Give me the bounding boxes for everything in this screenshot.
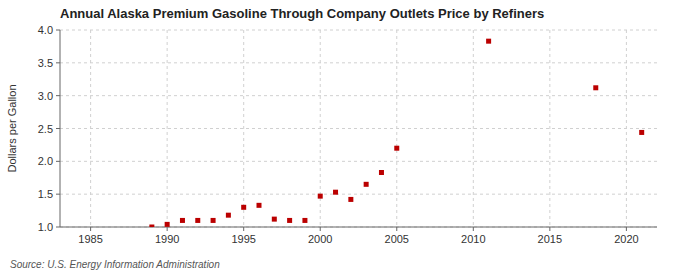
y-tick	[56, 30, 60, 31]
point	[333, 190, 338, 195]
x-tick	[320, 227, 321, 231]
point	[364, 182, 369, 187]
y-grid-line	[60, 30, 657, 31]
source-note: Source: U.S. Energy Information Administ…	[10, 259, 220, 270]
x-tick	[243, 227, 244, 231]
point	[318, 194, 323, 199]
y-tick	[56, 128, 60, 129]
point	[272, 217, 277, 222]
y-tick-label: 3.0	[38, 90, 53, 102]
point	[165, 222, 170, 227]
point	[257, 203, 262, 208]
grid	[60, 30, 657, 227]
x-tick-labels: 1985 1990 1995 2000 2005 2010 2015 2020	[78, 227, 638, 245]
y-tick-label: 2.0	[38, 155, 53, 167]
point	[241, 205, 246, 210]
x-grid-line	[243, 30, 244, 227]
y-grid-line	[60, 62, 657, 63]
y-tick	[56, 161, 60, 162]
x-tick	[549, 227, 550, 231]
y-tick	[56, 95, 60, 96]
x-tick-label: 1985	[78, 233, 102, 245]
y-axis-label: Dollars per Gallon	[6, 84, 18, 172]
y-tick-label: 1.0	[38, 221, 53, 233]
points	[149, 39, 644, 227]
x-tick-label: 1995	[231, 233, 255, 245]
y-tick	[56, 194, 60, 195]
y-grid-line	[60, 194, 657, 195]
title: Annual Alaska Premium Gasoline Through C…	[60, 6, 544, 21]
x-grid-line	[167, 30, 168, 227]
y-tick-labels: 1.0 1.5 2.0 2.5 3.0 3.5 4.0	[38, 24, 60, 233]
x-tick	[167, 227, 168, 231]
x-tick	[626, 227, 627, 231]
point	[348, 197, 353, 202]
x-tick	[473, 227, 474, 231]
x-grid-line	[549, 30, 550, 227]
point	[149, 225, 154, 228]
point	[639, 130, 644, 135]
x-grid-line	[473, 30, 474, 227]
y-tick	[56, 62, 60, 63]
y-tick-label: 2.5	[38, 123, 53, 135]
y-tick-label: 3.5	[38, 57, 53, 69]
y-tick-label: 4.0	[38, 24, 53, 36]
point	[593, 85, 598, 90]
x-tick-label: 2020	[614, 233, 638, 245]
y-grid-line	[60, 161, 657, 162]
x-tick-label: 2010	[461, 233, 485, 245]
point	[226, 213, 231, 218]
point	[394, 146, 399, 151]
x-tick	[90, 227, 91, 231]
point	[180, 218, 185, 223]
point	[287, 218, 292, 223]
point	[195, 218, 200, 223]
x-tick	[396, 227, 397, 231]
point	[486, 39, 491, 44]
y-tick	[56, 227, 60, 228]
chart: 1985 1990 1995 2000 2005 2010 2015 2020 1.0 1.5 2.…	[0, 0, 675, 275]
y-tick-label: 1.5	[38, 188, 53, 200]
point	[302, 218, 307, 223]
point	[379, 170, 384, 175]
point	[211, 218, 216, 223]
x-tick-label: 2015	[538, 233, 562, 245]
x-tick-label: 1990	[155, 233, 179, 245]
y-grid-line	[60, 95, 657, 96]
y-grid-line	[60, 128, 657, 129]
x-tick-label: 2005	[385, 233, 409, 245]
x-tick-label: 2000	[308, 233, 332, 245]
